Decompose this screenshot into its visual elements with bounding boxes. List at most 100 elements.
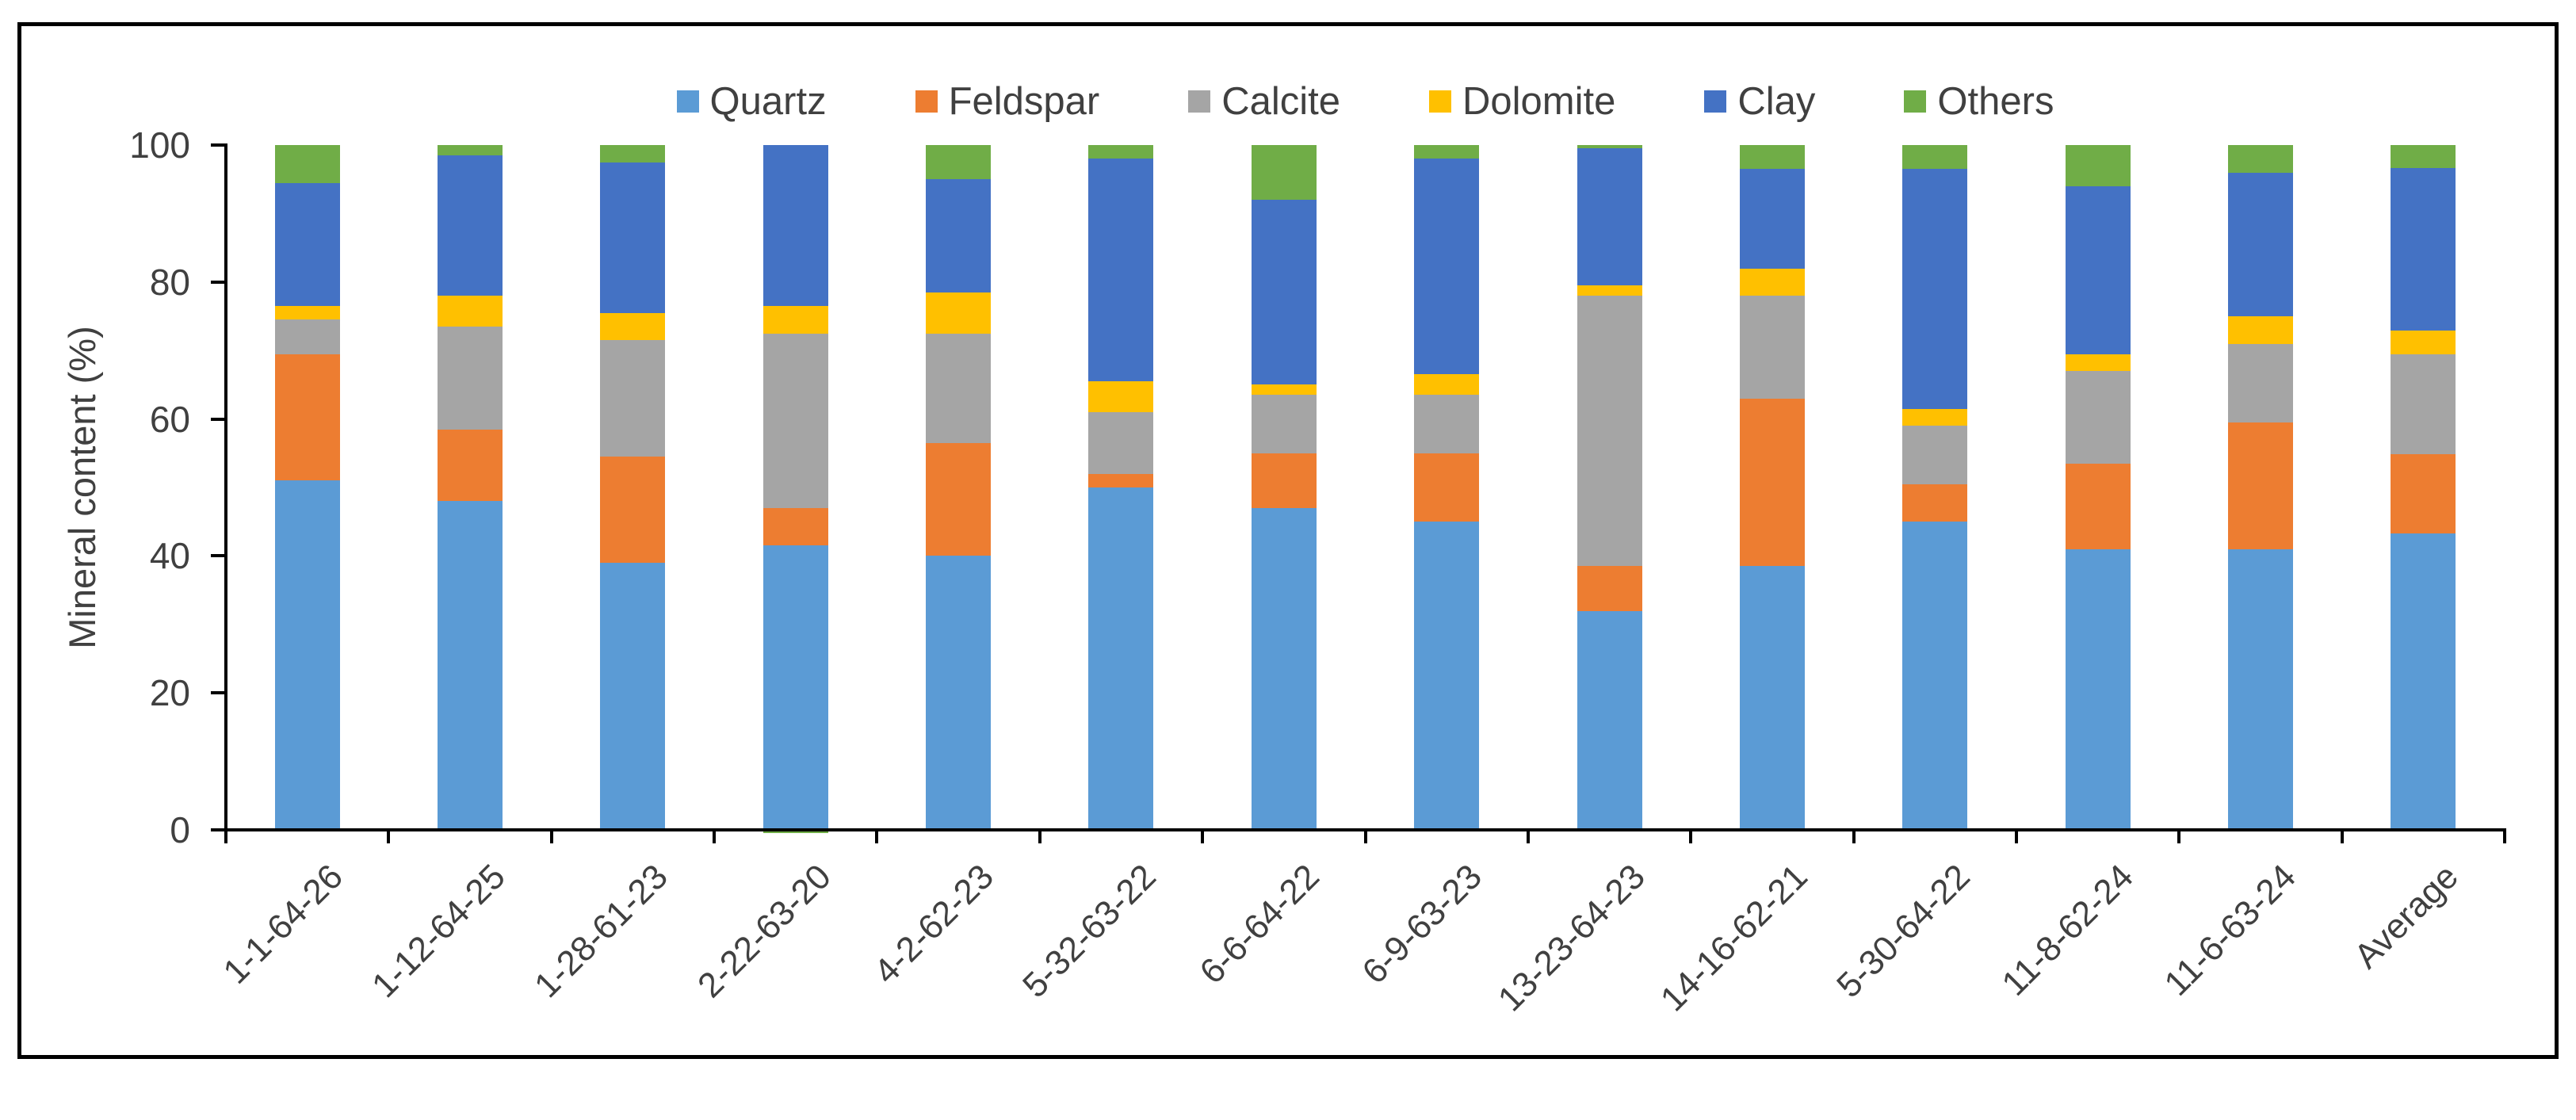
x-axis-line (224, 828, 2506, 831)
bar-segment-quartz (1577, 610, 1642, 830)
y-tick-label: 20 (149, 672, 190, 714)
bar-segment-calcite (1088, 411, 1154, 474)
legend-item-clay: Clay (1704, 82, 1815, 121)
bar-segment-others (274, 145, 340, 183)
bar-segment-feldspar (926, 442, 992, 556)
bar-segment-clay (1251, 200, 1317, 385)
legend-label: Calcite (1221, 79, 1341, 123)
legend-label: Clay (1737, 79, 1816, 123)
bar-segment-calcite (762, 333, 828, 508)
x-tick-mark (2177, 830, 2181, 843)
bar-segment-feldspar (274, 354, 340, 481)
bar-segment-clay (2227, 172, 2293, 316)
x-tick-mark (1689, 830, 1693, 843)
y-tick-label: 40 (149, 535, 190, 577)
bar-segment-feldspar (1902, 484, 1968, 522)
x-tick-mark (1852, 830, 1856, 843)
bar-segment-feldspar (2391, 453, 2456, 533)
bar-segment-feldspar (600, 457, 666, 564)
legend-label: Feldspar (948, 79, 1100, 123)
bar-segment-others (762, 830, 828, 834)
bar-segment-quartz (600, 563, 666, 830)
bar-segment-dolomite (2391, 331, 2456, 354)
bar-segment-dolomite (1739, 268, 1805, 296)
x-tick-mark (1526, 830, 1530, 843)
legend-swatch-icon (1904, 90, 1927, 113)
bar-segment-dolomite (1902, 408, 1968, 426)
y-tick-mark (211, 417, 224, 421)
legend-label: Dolomite (1462, 79, 1616, 123)
legend-item-quartz: Quartz (676, 82, 827, 121)
y-tick-mark (211, 554, 224, 558)
bar-segment-feldspar (1088, 473, 1154, 487)
bar-segment-others (600, 145, 666, 162)
bar-segment-calcite (1251, 395, 1317, 453)
bar-segment-calcite (926, 333, 992, 443)
bar-segment-clay (1088, 159, 1154, 382)
y-tick-mark (211, 828, 224, 831)
x-tick-mark (2340, 830, 2344, 843)
y-tick-mark (211, 143, 224, 147)
bar-segment-dolomite (1251, 384, 1317, 396)
bar-segment-quartz (438, 501, 503, 830)
bar-segment-dolomite (1088, 381, 1154, 412)
bar-segment-others (926, 145, 992, 180)
bar-segment-clay (1739, 169, 1805, 269)
bar-segment-feldspar (1739, 398, 1805, 567)
bar-segment-others (1251, 145, 1317, 201)
y-tick-label: 80 (149, 261, 190, 303)
y-tick-label: 0 (170, 809, 190, 851)
bar-segment-calcite (1414, 395, 1480, 453)
bar-segment-dolomite (926, 292, 992, 334)
legend-swatch-icon (1188, 90, 1211, 113)
legend-item-feldspar: Feldspar (915, 79, 1100, 123)
x-tick-mark (549, 830, 553, 843)
bar-segment-dolomite (438, 296, 503, 327)
x-tick-mark (713, 830, 717, 843)
bar-segment-clay (274, 182, 340, 307)
bar-segment-quartz (1088, 487, 1154, 830)
chart-screenshot: { "chart_data": { "type": "bar", "stacke… (17, 22, 2559, 1059)
bar-segment-others (438, 145, 503, 155)
bar-segment-calcite (1902, 426, 1968, 484)
chart-legend: Quartz Feldspar Calcite Dolomite Clay Others (226, 78, 2505, 125)
bar-segment-clay (438, 155, 503, 296)
bar-segment-clay (600, 162, 666, 313)
bar-segment-feldspar (1251, 453, 1317, 508)
bar-segment-calcite (274, 319, 340, 354)
legend-item-calcite: Calcite (1188, 82, 1340, 121)
bar-segment-quartz (1739, 566, 1805, 830)
bar-segment-quartz (926, 556, 992, 830)
x-tick-mark (875, 830, 879, 843)
bar-segment-clay (926, 179, 992, 292)
bar-segment-clay (2391, 168, 2456, 331)
bar-segment-quartz (2065, 549, 2131, 830)
bar-segment-calcite (2065, 371, 2131, 464)
bar-segment-others (1577, 145, 1642, 149)
bar-segment-clay (1414, 159, 1480, 375)
legend-swatch-icon (915, 90, 938, 113)
bar-segment-others (1414, 145, 1480, 159)
bar-segment-quartz (2227, 549, 2293, 830)
legend-item-dolomite: Dolomite (1429, 82, 1615, 121)
bar-segment-others (1902, 145, 1968, 170)
bar-segment-dolomite (274, 306, 340, 320)
bar-segment-others (2391, 145, 2456, 169)
x-tick-mark (224, 830, 227, 843)
bar-segment-quartz (1902, 522, 1968, 830)
bar-segment-clay (1902, 169, 1968, 409)
bar-segment-others (2227, 145, 2293, 173)
legend-swatch-icon (1704, 90, 1727, 113)
bar-segment-feldspar (2227, 422, 2293, 549)
bar-segment-others (1739, 145, 1805, 170)
y-tick-mark (211, 280, 224, 284)
bar-segment-dolomite (2227, 316, 2293, 344)
legend-swatch-icon (1429, 90, 1452, 113)
x-tick-mark (387, 830, 391, 843)
bar-segment-quartz (1414, 522, 1480, 830)
bar-segment-clay (1577, 148, 1642, 286)
bar-segment-quartz (274, 480, 340, 830)
bar-segment-quartz (762, 545, 828, 830)
bar-segment-feldspar (438, 429, 503, 502)
bar-segment-feldspar (762, 507, 828, 546)
